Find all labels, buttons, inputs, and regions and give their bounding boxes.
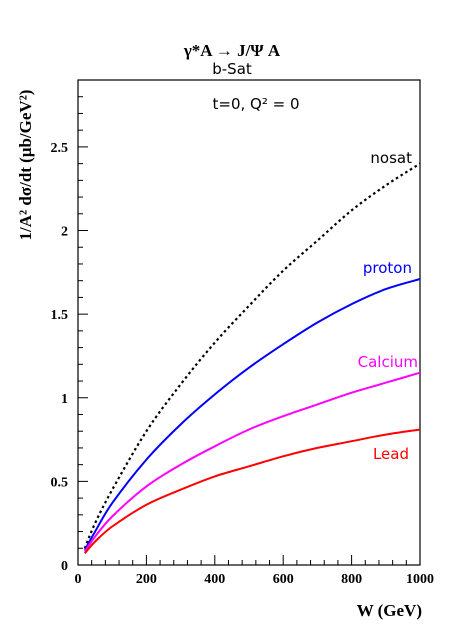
x-tick-label: 800 bbox=[341, 572, 362, 587]
series-line-proton bbox=[83, 278, 421, 551]
x-tick-label: 0 bbox=[75, 572, 82, 587]
y-axis-label: 1/A² dσ/dt (μb/GeV²) bbox=[16, 90, 35, 241]
series-label-lead: Lead bbox=[373, 445, 409, 463]
axes-ticks: 0 200 400 600 800 1000 0 0.5 1 1.5 2 2.5 bbox=[51, 96, 434, 587]
y-tick-label: 1.5 bbox=[51, 308, 69, 323]
series-label-proton: proton bbox=[363, 259, 412, 277]
plot-frame bbox=[77, 79, 421, 566]
x-axis-label: W (GeV) bbox=[357, 601, 422, 620]
series-group bbox=[83, 162, 421, 554]
y-tick-label: 0.5 bbox=[51, 475, 69, 490]
series-label-nosat: nosat bbox=[370, 149, 412, 167]
chart-subtitle: b-Sat bbox=[212, 60, 252, 78]
y-tick-label: 2.5 bbox=[51, 141, 69, 156]
y-tick-label: 0 bbox=[61, 559, 68, 574]
x-tick-label: 600 bbox=[273, 572, 294, 587]
x-tick-label: 200 bbox=[136, 572, 157, 587]
annotation-kinematics: t=0, Q² = 0 bbox=[213, 95, 300, 113]
series-line-lead bbox=[84, 428, 421, 554]
series-labels: nosat proton Calcium Lead bbox=[358, 149, 418, 463]
series-line-calcium bbox=[83, 371, 421, 553]
series-line-nosat bbox=[83, 162, 421, 549]
x-tick-label: 1000 bbox=[406, 572, 434, 587]
x-tick-label: 400 bbox=[204, 572, 225, 587]
y-tick-label: 1 bbox=[61, 392, 68, 407]
y-tick-label: 2 bbox=[61, 225, 68, 240]
series-label-calcium: Calcium bbox=[358, 353, 418, 371]
chart-title: γ*A → J/Ψ A bbox=[183, 41, 281, 60]
